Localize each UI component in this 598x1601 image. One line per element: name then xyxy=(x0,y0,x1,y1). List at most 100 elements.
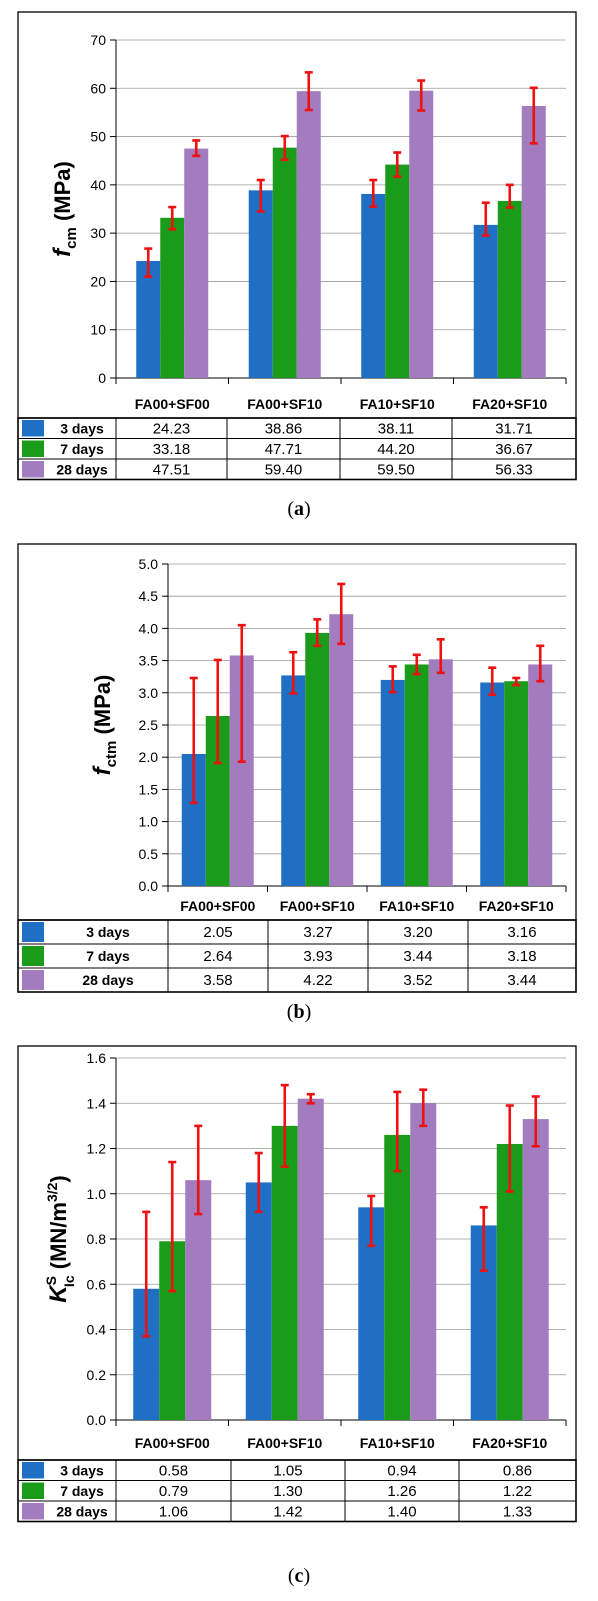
chart-b-table-cell: 3.93 xyxy=(303,948,332,965)
chart-a-table-cell: 47.51 xyxy=(153,461,191,478)
chart-c-category-label: FA00+SF00 xyxy=(135,1435,210,1451)
chart-b-table-cell: 3.27 xyxy=(303,924,332,941)
chart-a-y-label-symbol: f xyxy=(49,247,76,257)
chart-b-y-tick-label: 2.5 xyxy=(139,717,159,733)
chart-c-table-cell: 1.26 xyxy=(387,1483,416,1500)
chart-b-table-cell: 2.05 xyxy=(203,924,232,941)
chart-a-bar xyxy=(409,90,434,378)
chart-b-bars xyxy=(181,614,553,886)
chart-a-table-cell: 38.86 xyxy=(265,420,303,437)
chart-c-table-cell: 0.58 xyxy=(159,1462,188,1479)
panel-label-c: (c) xyxy=(287,1565,311,1587)
chart-b-y-label-unit: (MPa) xyxy=(90,675,115,741)
chart-b-y-label-symbol: f xyxy=(89,765,116,775)
chart-b-table-cell: 3.20 xyxy=(403,924,432,941)
chart-a-legend-entry: 7 days xyxy=(60,441,104,457)
chart-b-legend-swatch xyxy=(22,922,44,942)
chart-c-bar xyxy=(185,1180,212,1420)
chart-c-category-label: FA00+SF10 xyxy=(247,1435,322,1451)
chart-a-y-tick-label: 0 xyxy=(98,370,106,386)
chart-c-table-cell: 0.79 xyxy=(159,1483,188,1500)
chart-panel-c: 0.0 0.2 0.4 0.6 0.8 1.0 1.2 1.4 1.6 KS Ic (MN/m3/2… xyxy=(0,1040,598,1587)
chart-b-category-label: FA20+SF10 xyxy=(479,898,554,914)
chart-c-y-tick-label: 0.2 xyxy=(87,1367,107,1383)
chart-a-bar xyxy=(385,164,410,378)
chart-c-y-tick-label: 0.0 xyxy=(87,1412,107,1428)
chart-a-bar xyxy=(160,217,185,378)
chart-c-bar xyxy=(384,1134,411,1420)
chart-c-table-cell: 1.42 xyxy=(273,1503,302,1520)
chart-a-y-tick-label: 20 xyxy=(90,273,106,289)
chart-c-y-tick-label: 0.8 xyxy=(87,1231,107,1247)
chart-b-y-tick-label: 0.0 xyxy=(139,878,159,894)
chart-a-y-axis-ticks: 0 10 20 30 40 50 60 70 xyxy=(90,32,116,386)
chart-panel-b: 0.0 0.5 1.0 1.5 2.0 2.5 3.0 3.5 4.0 4.5 5.0 fctm (M… xyxy=(0,538,598,1023)
chart-b-y-tick-label: 5.0 xyxy=(139,556,159,572)
chart-b-table-border xyxy=(17,919,577,993)
chart-b-table-cell: 3.44 xyxy=(403,948,432,965)
chart-b-svg: 0.0 0.5 1.0 1.5 2.0 2.5 3.0 3.5 4.0 4.5 5.0 fctm (M… xyxy=(17,543,577,993)
chart-b-bar xyxy=(329,614,354,886)
chart-c-table-cell: 0.94 xyxy=(387,1462,416,1479)
chart-b-y-tick-label: 0.5 xyxy=(139,846,159,862)
chart-c-y-axis-ticks: 0.0 0.2 0.4 0.6 0.8 1.0 1.2 1.4 1.6 xyxy=(87,1050,116,1428)
chart-c-data-table: 3 days 0.58 1.05 0.94 0.86 7 days 0.79 1.30 1.26… xyxy=(17,1459,577,1523)
chart-panel-a: 0 10 20 30 40 50 60 70 fcm (MPa) FA00+SF00 FA00+SF… xyxy=(0,4,598,520)
chart-c-category-label: FA20+SF10 xyxy=(472,1435,547,1451)
chart-c-table-cell: 1.06 xyxy=(159,1503,188,1520)
chart-b-table-cell: 4.22 xyxy=(303,972,332,989)
chart-c-y-tick-label: 1.6 xyxy=(87,1050,107,1066)
chart-c-y-tick-label: 0.6 xyxy=(87,1276,107,1292)
chart-b-y-tick-label: 3.5 xyxy=(139,653,159,669)
chart-a-category-label: FA00+SF10 xyxy=(247,396,322,412)
chart-b-table-cell: 2.64 xyxy=(203,948,232,965)
chart-a-table-cell: 24.23 xyxy=(153,420,191,437)
chart-b-legend-swatch xyxy=(22,946,44,966)
chart-c-table-cell: 0.86 xyxy=(503,1462,532,1479)
chart-b-legend-entry: 7 days xyxy=(86,948,130,964)
chart-c-bar xyxy=(271,1125,298,1420)
chart-c-table-cell: 1.40 xyxy=(387,1503,416,1520)
chart-b-table-cell: 3.44 xyxy=(507,972,536,989)
panel-label-a: (a) xyxy=(287,498,311,520)
chart-c-y-label-subscript: Ic xyxy=(61,1275,77,1287)
chart-a-legend-entry: 3 days xyxy=(60,420,104,436)
chart-c-category-label: FA10+SF10 xyxy=(360,1435,435,1451)
chart-a-bar xyxy=(184,148,209,378)
chart-b-category-label: FA00+SF00 xyxy=(180,898,255,914)
chart-c-svg: 0.0 0.2 0.4 0.6 0.8 1.0 1.2 1.4 1.6 KS Ic (MN/m3/2… xyxy=(17,1045,577,1523)
chart-c-y-label-symbol: K xyxy=(45,1284,72,1303)
chart-a-svg: 0 10 20 30 40 50 60 70 fcm (MPa) FA00+SF00 FA00+SF… xyxy=(17,11,577,481)
chart-c-legend-swatch xyxy=(22,1482,44,1499)
chart-b-bar xyxy=(281,675,306,886)
chart-a-data-table: 3 days 24.23 38.86 38.11 31.71 7 days 33.18 47.… xyxy=(17,417,577,481)
chart-b-bar xyxy=(528,664,553,886)
chart-b-category-label: FA00+SF10 xyxy=(280,898,355,914)
chart-a-bar xyxy=(497,200,522,378)
chart-a-table-cell: 59.50 xyxy=(377,461,415,478)
chart-c-bar xyxy=(245,1182,272,1420)
chart-c-legend-entry: 3 days xyxy=(60,1462,104,1478)
chart-b-bar xyxy=(305,632,330,886)
chart-a-table-cell: 36.67 xyxy=(495,441,533,458)
chart-c-table-cell: 1.30 xyxy=(273,1483,302,1500)
chart-b-y-label-subscript: ctm xyxy=(103,741,120,768)
chart-a-y-label-subscript: cm xyxy=(63,227,80,249)
chart-b-data-table: 3 days 2.05 3.27 3.20 3.16 7 days 2.64 3.93 3.44… xyxy=(17,919,577,993)
chart-b-legend-entry: 28 days xyxy=(82,972,134,988)
chart-c-y-label-unit: (MN/m xyxy=(46,1202,71,1275)
chart-a-table-cell: 44.20 xyxy=(377,441,415,458)
chart-b-bar xyxy=(404,664,429,886)
chart-b-table-cell: 3.58 xyxy=(203,972,232,989)
chart-a-legend-entry: 28 days xyxy=(56,461,108,477)
chart-b-y-tick-label: 3.0 xyxy=(139,685,159,701)
chart-a-y-tick-label: 50 xyxy=(90,129,106,145)
chart-a-bar xyxy=(248,190,273,378)
chart-a-y-tick-label: 70 xyxy=(90,32,106,48)
chart-c-y-tick-label: 1.2 xyxy=(87,1141,107,1157)
chart-c-y-label-unit-sup: 3/2 xyxy=(44,1182,60,1202)
chart-a-bar xyxy=(296,91,321,378)
chart-c-legend-swatch xyxy=(22,1503,44,1520)
chart-a-error-bars xyxy=(144,71,538,278)
panel-label-b-text: b xyxy=(293,1001,305,1023)
